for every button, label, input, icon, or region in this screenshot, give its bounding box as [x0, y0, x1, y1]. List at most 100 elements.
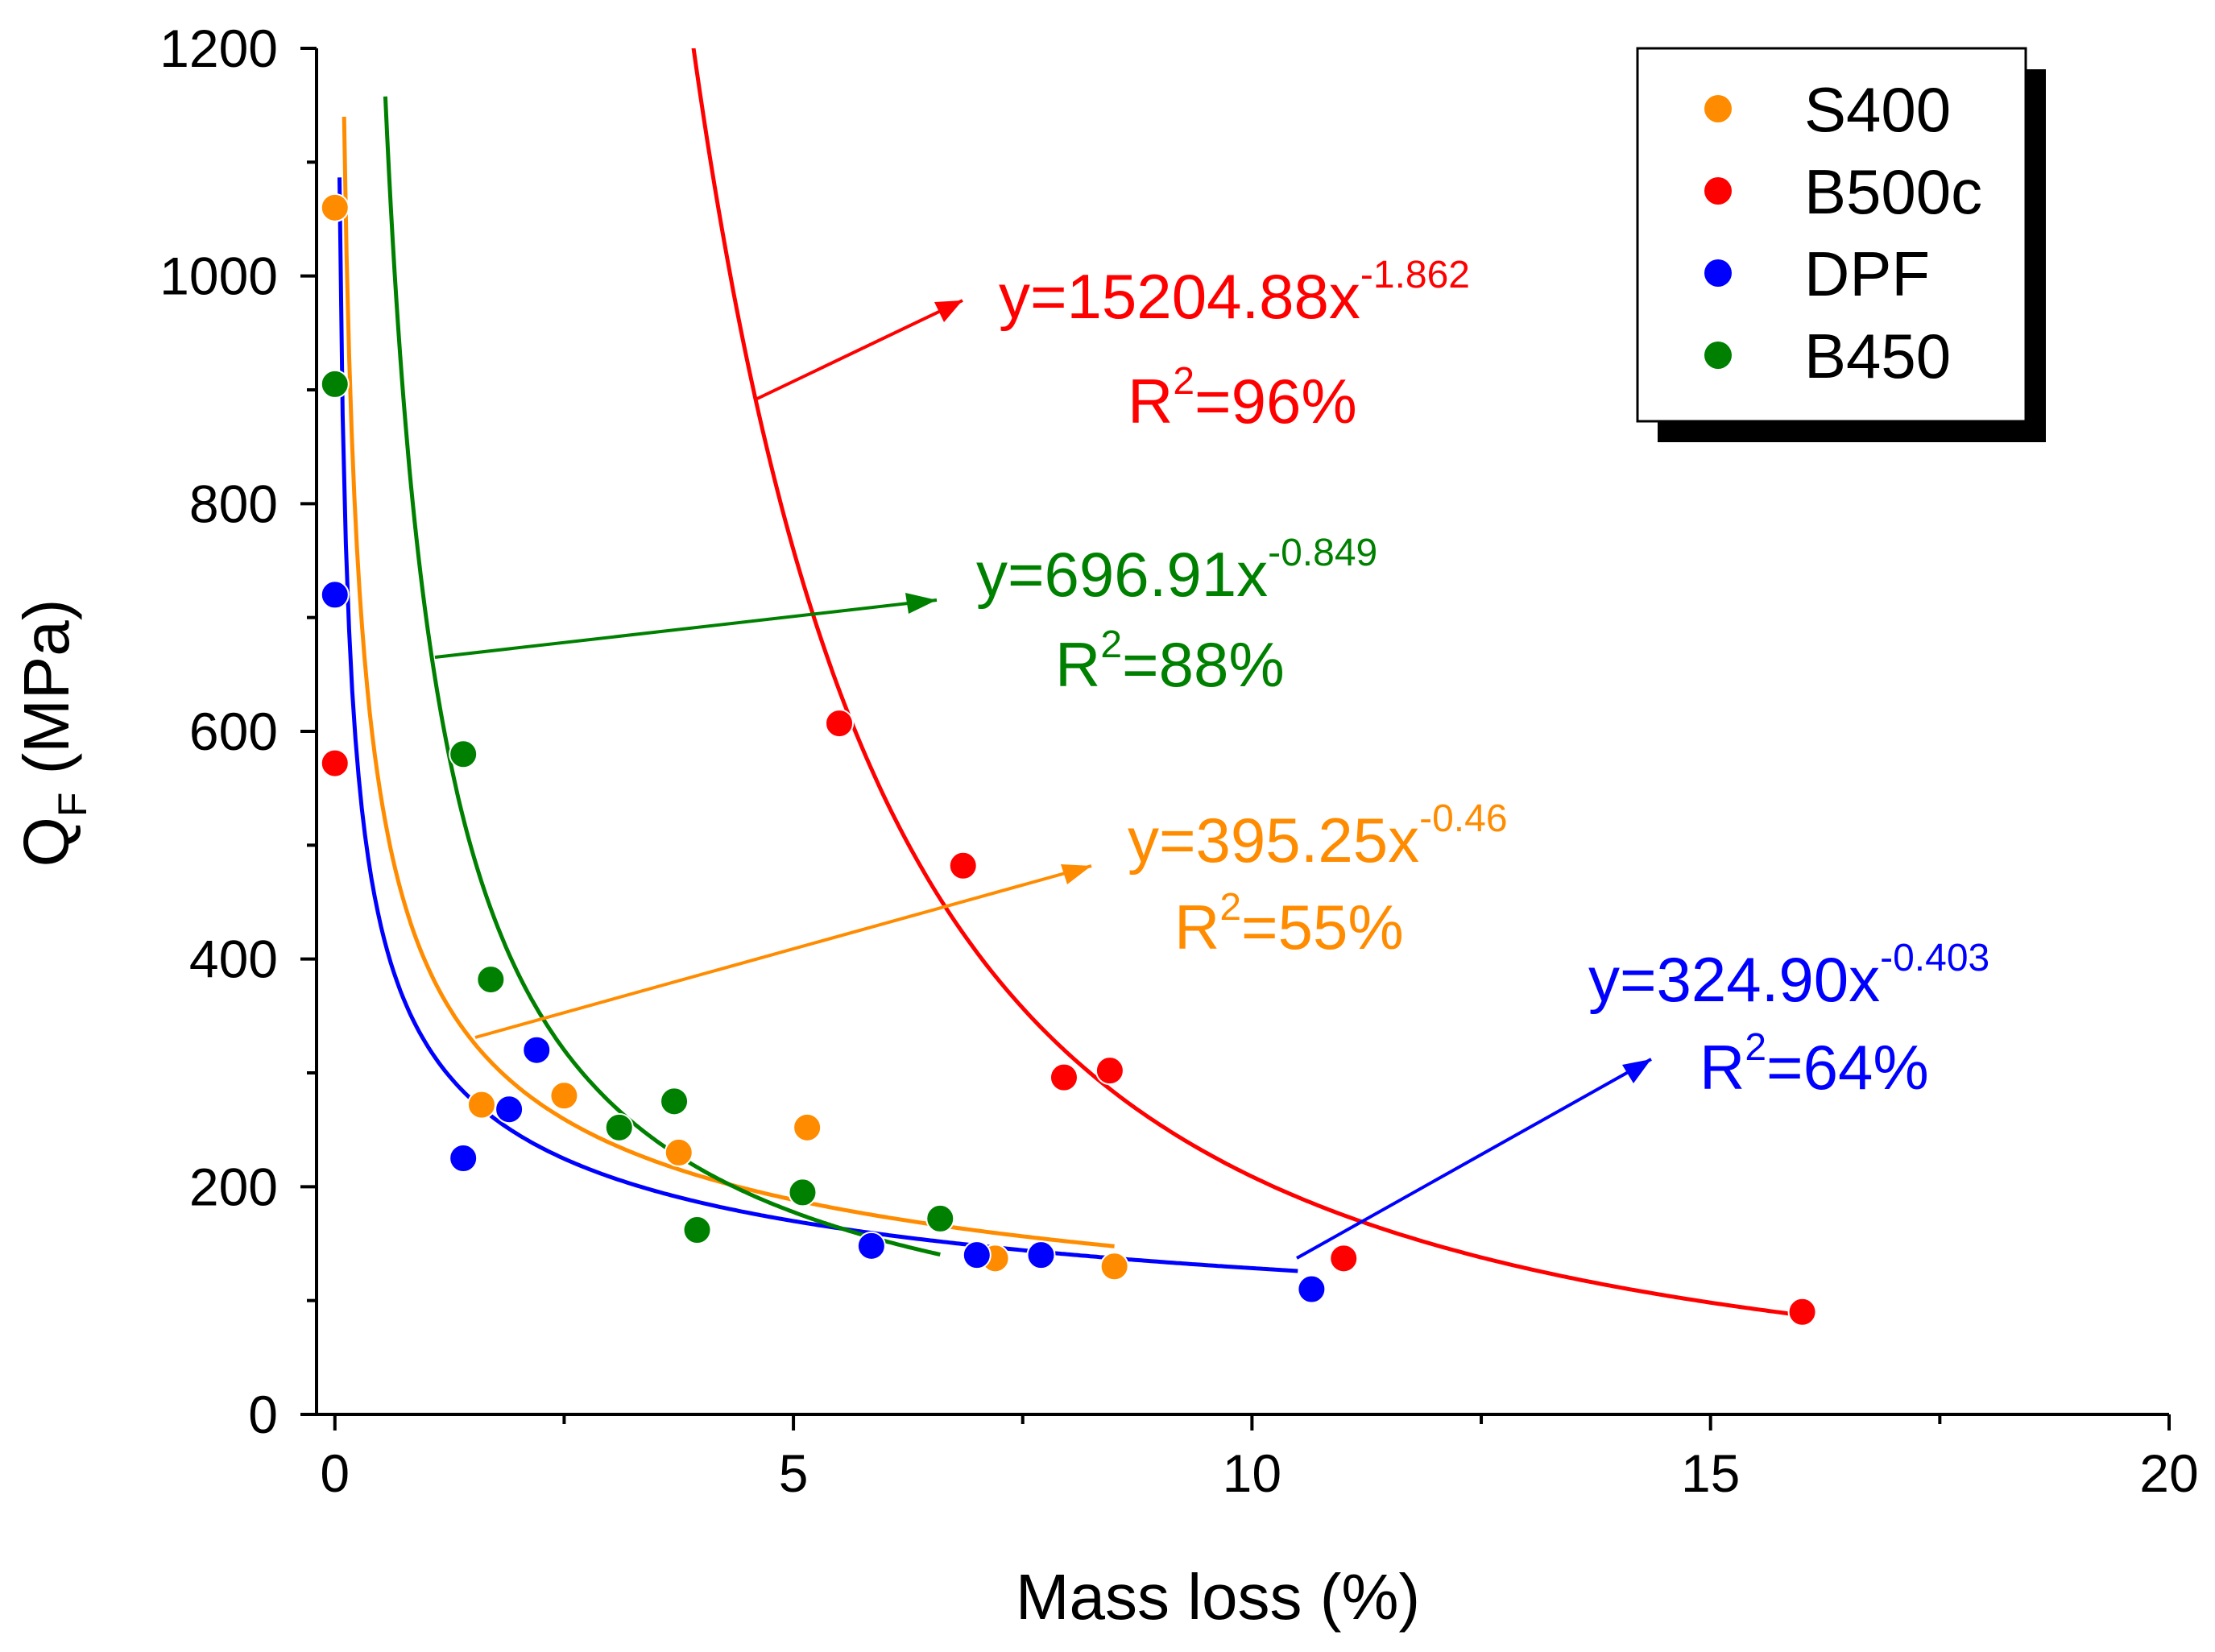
b450-equation-text: y=696.91x-0.849 [976, 532, 1377, 610]
s400-point-2 [549, 1081, 579, 1111]
b450-r2-sup: 2 [1100, 623, 1122, 666]
s400-equation-main: y=395.25x [1128, 805, 1419, 876]
b450-point-6 [788, 1178, 818, 1207]
b450-r2-r: R [1055, 629, 1100, 700]
dpf-point-0 [320, 580, 350, 610]
s400-point-3 [664, 1137, 693, 1167]
y-tick-label-400: 400 [189, 930, 278, 989]
y-tick-label-1000: 1000 [159, 246, 278, 306]
y-tick-label-1200: 1200 [159, 19, 278, 78]
s400-r2-text: R2=55% [1174, 886, 1404, 963]
y-tick-label-800: 800 [189, 474, 278, 533]
s400-r2-sup: 2 [1219, 886, 1241, 929]
b500c-equation-main: y=15204.88x [999, 261, 1360, 332]
x-tick-label-5: 5 [779, 1443, 809, 1503]
dpf-r2-value: =64% [1766, 1032, 1929, 1103]
b500c-r2-text: R2=96% [1128, 360, 1357, 437]
b450-point-1 [449, 739, 478, 769]
fit-equations: y=15204.88x-1.862 R2=96% y=696.91x-0.849… [976, 254, 1989, 1103]
b450-point-3 [604, 1112, 634, 1142]
b450-equation-exponent: -0.849 [1268, 532, 1377, 574]
b500c-point-1 [825, 709, 855, 739]
y-axis-title: QF (MPa) [10, 599, 95, 867]
s400-fit-arrow [474, 864, 1092, 1039]
b500c-equation-exponent: -1.862 [1360, 254, 1470, 296]
dpf-point-3 [522, 1035, 552, 1065]
legend-label-dpf: DPF [1804, 238, 1930, 309]
b500c-point-4 [1095, 1056, 1124, 1086]
s400-r2-value: =55% [1241, 892, 1404, 963]
b450-fit-arrow [434, 598, 938, 659]
b500c-fit-arrow [756, 299, 963, 400]
b450-point-5 [682, 1215, 712, 1245]
fit-curves [337, 48, 1803, 1318]
b500c-point-0 [320, 748, 350, 778]
x-tick-label-20: 20 [2139, 1443, 2198, 1503]
s400-point-1 [466, 1090, 496, 1120]
legend-marker-dpf [1704, 259, 1732, 287]
legend-box [1636, 47, 2027, 423]
b500c-point-2 [948, 851, 978, 880]
s400-equation: y=395.25x-0.46 R2=55% [1128, 797, 1508, 963]
y-axis-title-unit: (MPa) [10, 599, 82, 793]
y-axis-title-main: Q [10, 817, 82, 867]
s400-point-6 [1099, 1252, 1129, 1281]
dpf-point-1 [449, 1144, 478, 1173]
b450-fit-arrowhead [905, 593, 937, 614]
dpf-equation-main: y=324.90x [1588, 944, 1880, 1015]
annotation-arrows [434, 299, 1652, 1260]
b500c-fit-arrowhead [934, 300, 963, 322]
x-axis-ticks: 0 5 10 15 20 [320, 1414, 2199, 1503]
dpf-equation-text: y=324.90x-0.403 [1588, 937, 1989, 1015]
b500c-r2-r: R [1128, 366, 1173, 437]
b500c-point-5 [1329, 1244, 1359, 1273]
y-tick-label-600: 600 [189, 702, 278, 761]
legend-label-b500c: B500c [1804, 156, 1982, 227]
dpf-point-2 [495, 1095, 524, 1124]
dpf-r2-r: R [1700, 1032, 1745, 1103]
data-points [320, 193, 1817, 1327]
dpf-fit-arrowhead [1622, 1059, 1651, 1083]
s400-point-0 [320, 193, 350, 222]
b450-equation: y=696.91x-0.849 R2=88% [976, 532, 1377, 700]
legend-label-s400: S400 [1804, 74, 1951, 145]
dpf-fit-curve [337, 177, 1298, 1273]
b500c-point-6 [1787, 1297, 1817, 1327]
legend-marker-s400 [1704, 95, 1732, 122]
s400-r2-r: R [1174, 892, 1219, 963]
b450-r2-text: R2=88% [1055, 623, 1285, 700]
b500c-r2-value: =96% [1194, 366, 1357, 437]
s400-fit-arrowhead [1061, 864, 1091, 884]
x-tick-label-15: 15 [1681, 1443, 1740, 1503]
dpf-equation: y=324.90x-0.403 R2=64% [1588, 937, 1989, 1103]
y-axis-title-subscript: F [50, 793, 95, 818]
legend: S400 B500c DPF B450 [1636, 47, 2046, 442]
legend-entries: S400 B500c DPF B450 [1704, 74, 1982, 391]
dpf-equation-exponent: -0.403 [1880, 937, 1989, 979]
dpf-point-5 [962, 1240, 992, 1270]
b450-equation-main: y=696.91x [976, 539, 1268, 610]
s400-point-4 [793, 1112, 822, 1142]
legend-label-b450: B450 [1804, 321, 1951, 391]
dpf-r2-text: R2=64% [1700, 1026, 1929, 1103]
legend-marker-b500c [1704, 177, 1732, 205]
x-tick-label-0: 0 [320, 1443, 350, 1503]
b450-point-2 [476, 965, 506, 995]
b450-fit-curve [383, 96, 941, 1257]
y-tick-label-200: 200 [189, 1157, 278, 1216]
dpf-point-7 [1297, 1274, 1327, 1304]
s400-equation-text: y=395.25x-0.46 [1128, 797, 1508, 876]
axes: 0 5 10 15 20 0 200 400 600 800 1000 1200 [159, 19, 2199, 1503]
dpf-point-6 [1026, 1240, 1056, 1270]
x-tick-label-10: 10 [1223, 1443, 1281, 1503]
b500c-point-3 [1049, 1062, 1079, 1092]
b500c-equation-text: y=15204.88x-1.862 [999, 254, 1470, 332]
legend-marker-b450 [1704, 342, 1732, 369]
x-axis-title: Mass loss (%) [1016, 1561, 1420, 1633]
dpf-point-4 [856, 1231, 886, 1261]
s400-equation-exponent: -0.46 [1419, 797, 1507, 840]
y-axis-ticks: 0 200 400 600 800 1000 1200 [159, 19, 317, 1444]
b450-point-0 [320, 369, 350, 399]
b500c-equation: y=15204.88x-1.862 R2=96% [999, 254, 1470, 437]
